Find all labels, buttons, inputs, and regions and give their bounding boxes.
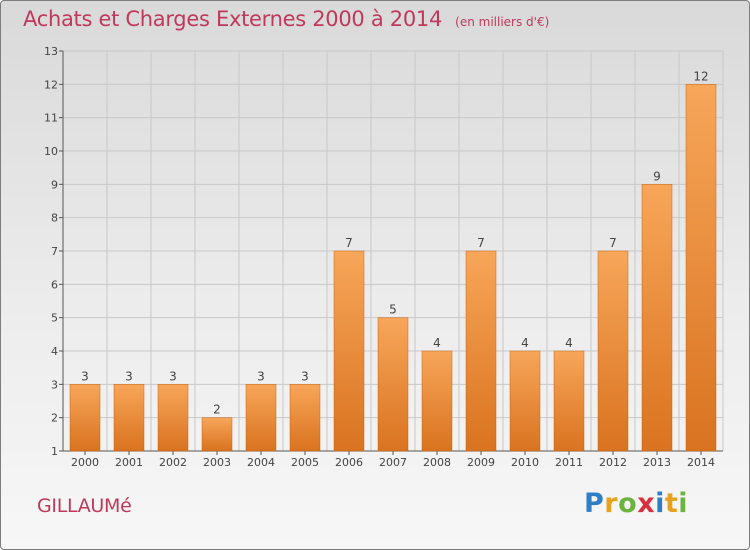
x-tick-label-2011: 2011 xyxy=(555,456,583,469)
x-tick-label-2007: 2007 xyxy=(379,456,407,469)
value-label-2004: 3 xyxy=(257,369,265,383)
bar-2000 xyxy=(69,384,101,452)
bar-2006 xyxy=(333,250,365,452)
value-label-2013: 9 xyxy=(653,169,661,183)
value-label-2000: 3 xyxy=(81,369,89,383)
value-label-2009: 7 xyxy=(477,236,485,250)
x-tick-label-2003: 2003 xyxy=(203,456,231,469)
x-tick-label-2014: 2014 xyxy=(687,456,715,469)
bar-2005 xyxy=(289,384,321,452)
value-label-2001: 3 xyxy=(125,369,133,383)
y-tick-label: 8 xyxy=(51,212,58,225)
commune-name: GILLAUMé xyxy=(37,495,132,517)
bar-2008 xyxy=(421,350,453,452)
x-tick-label-2005: 2005 xyxy=(291,456,319,469)
y-tick-label: 5 xyxy=(51,312,58,325)
logo-letter: i xyxy=(678,488,689,519)
bar-2009 xyxy=(465,250,497,452)
x-tick-label-2002: 2002 xyxy=(159,456,187,469)
title-row: Achats et Charges Externes 2000 à 2014 (… xyxy=(23,7,549,31)
value-label-2011: 4 xyxy=(565,336,573,350)
y-tick-label: 3 xyxy=(51,378,58,391)
bar-2012 xyxy=(597,250,629,452)
x-tick-label-2004: 2004 xyxy=(247,456,275,469)
logo-letter: t xyxy=(664,488,679,519)
bar-2004 xyxy=(245,384,277,452)
y-tick-label: 1 xyxy=(51,445,58,458)
bar-2001 xyxy=(113,384,145,452)
logo-letter: P xyxy=(584,488,605,519)
y-tick-label: 9 xyxy=(51,178,58,191)
y-tick-label: 13 xyxy=(44,45,58,58)
x-tick-label-2012: 2012 xyxy=(599,456,627,469)
y-tick-label: 12 xyxy=(44,78,58,91)
value-label-2012: 7 xyxy=(609,236,617,250)
logo-letter: x xyxy=(637,488,656,519)
logo-letter: i xyxy=(655,488,665,519)
bar-2003 xyxy=(201,417,233,452)
value-label-2007: 5 xyxy=(389,303,397,317)
x-tick-label-2010: 2010 xyxy=(511,456,539,469)
labels: 1234567891011121332000320013200222003320… xyxy=(44,45,715,469)
value-label-2008: 4 xyxy=(433,336,441,350)
bar-2007 xyxy=(377,317,409,452)
x-tick-label-2013: 2013 xyxy=(643,456,671,469)
bar-2002 xyxy=(157,384,189,452)
x-tick-label-2001: 2001 xyxy=(115,456,143,469)
value-label-2005: 3 xyxy=(301,369,309,383)
bar-2014 xyxy=(685,84,717,452)
x-tick-label-2000: 2000 xyxy=(71,456,99,469)
y-tick-label: 10 xyxy=(44,145,58,158)
bars xyxy=(69,84,717,452)
logo-letter: o xyxy=(618,488,638,519)
y-tick-label: 6 xyxy=(51,278,58,291)
value-label-2002: 3 xyxy=(169,369,177,383)
x-tick-label-2009: 2009 xyxy=(467,456,495,469)
logo-letter: r xyxy=(604,488,619,519)
bar-2013 xyxy=(641,184,673,452)
x-tick-label-2008: 2008 xyxy=(423,456,451,469)
y-tick-label: 2 xyxy=(51,412,58,425)
y-tick-label: 4 xyxy=(51,345,58,358)
x-tick-label-2006: 2006 xyxy=(335,456,363,469)
y-tick-label: 7 xyxy=(51,245,58,258)
value-label-2010: 4 xyxy=(521,336,529,350)
proxiti-logo: Proxiti xyxy=(584,488,688,519)
chart-title: Achats et Charges Externes 2000 à 2014 xyxy=(23,7,443,31)
chart-subtitle: (en milliers d'€) xyxy=(455,15,550,29)
value-label-2003: 2 xyxy=(213,403,221,417)
bar-2011 xyxy=(553,350,585,452)
value-label-2006: 7 xyxy=(345,236,353,250)
bar-2010 xyxy=(509,350,541,452)
value-label-2014: 12 xyxy=(693,69,708,83)
y-tick-label: 11 xyxy=(44,112,58,125)
